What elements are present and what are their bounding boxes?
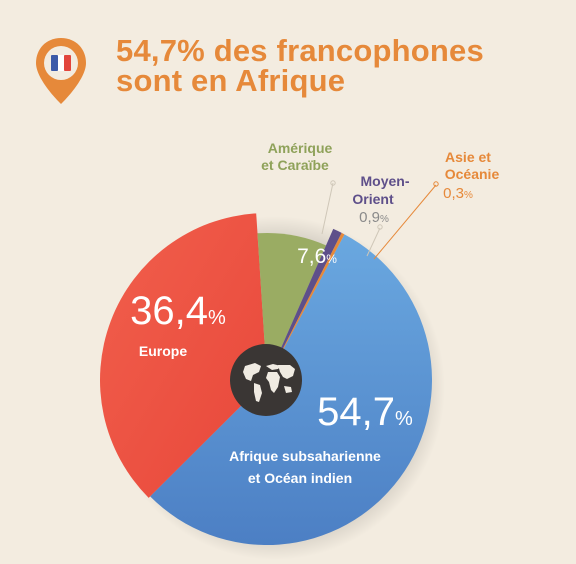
afrique-value-label: 54,7% [317,390,413,434]
world-map-icon [230,344,302,416]
amerique-value-label: 7,6% [297,245,337,268]
moyen-orient-name-label-line2: Orient [352,191,394,207]
header: 54,7% des francophones sont en Afrique [34,33,554,110]
asie-value-label: 0,3% [443,185,473,202]
europe-value-label: 36,4% [130,289,226,333]
afrique-name-label-line2: et Océan indien [248,470,352,486]
moyen-orient-value-label: 0,9% [359,209,389,226]
amerique-name-label-line1: Amérique [268,140,333,156]
leader-dot-moyen-orient [377,224,383,230]
europe-name-label: Europe [139,343,187,359]
slice-asie [267,232,345,380]
slice-moyen-orient [267,228,342,380]
page-title: 54,7% des francophones sont en Afrique [116,33,484,98]
leader-line-amerique [321,182,334,235]
asie-name-label-line2: Océanie [445,166,500,182]
leader-line-asie [373,184,437,260]
slice-europe [99,213,267,498]
asie-name-label-line1: Asie et [445,149,491,165]
title-line-2: sont en Afrique [116,63,346,98]
title-line-1: 54,7% des francophones [116,33,484,68]
leader-dot-asie [433,181,439,187]
location-pin-french-flag-icon [36,38,86,104]
moyen-orient-name-label-line1: Moyen- [361,173,410,189]
amerique-name-label-line2: et Caraïbe [261,157,329,173]
leader-dot-amerique [330,180,336,186]
slice-amerique [257,233,327,380]
leader-line-moyen-orient [366,227,381,257]
afrique-name-label-line1: Afrique subsaharienne [229,448,381,464]
